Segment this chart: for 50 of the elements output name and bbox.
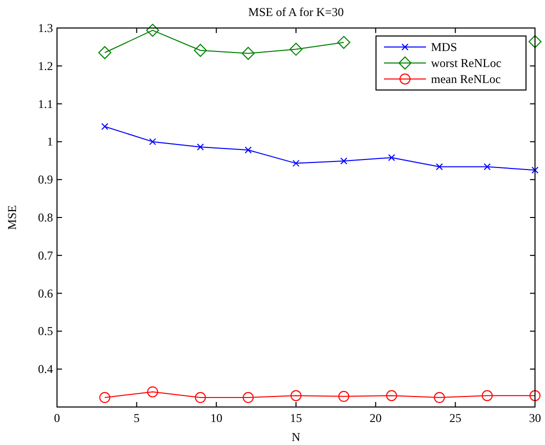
y-tick-label: 1 [47,134,53,149]
point [99,392,110,404]
y-tick-label: 0.7 [38,248,53,262]
point [482,390,493,402]
x-tick-label: 0 [54,411,60,425]
y-tick-label: 1.3 [38,21,53,35]
legend-label: worst ReNLoc [431,56,502,70]
point [242,46,255,60]
point [244,146,252,154]
point [386,390,398,402]
point [194,44,207,57]
y-tick-label: 0.8 [38,210,53,224]
x-axis-title: N [292,430,301,444]
point [242,392,254,404]
point [388,154,396,162]
point [196,144,204,151]
point [194,392,206,404]
y-tick-label: 1.2 [38,58,53,73]
y-tick-label: 0.6 [38,286,53,300]
point [292,160,300,167]
x-tick-label: 25 [449,411,462,425]
point [338,390,350,402]
point [147,386,158,398]
y-axis-title: MSE [5,205,19,230]
point [101,123,108,130]
point [532,166,538,174]
point [98,46,112,60]
point [530,390,540,402]
point [436,163,443,170]
x-tick-label: 5 [134,411,140,425]
x-tick-label: 15 [290,411,302,425]
x-tick-label: 10 [210,411,222,425]
point [434,392,445,404]
point [337,36,350,49]
x-tick-label: 30 [529,411,541,425]
point [290,42,302,56]
point [528,35,542,48]
x-tick-label: 20 [370,411,382,425]
y-tick-label: 0.9 [38,172,53,187]
point [484,163,491,170]
y-tick-label: 1.1 [38,96,53,111]
point [340,158,348,165]
y-tick-label: 0.4 [38,362,53,376]
point [149,138,156,146]
legend-label: MDS [431,40,458,54]
chart-title: MSE of A for K=30 [248,5,344,19]
legend-label: mean ReNLoc [431,72,501,86]
y-tick-label: 0.5 [38,324,53,338]
point [146,24,160,37]
point [290,390,302,402]
